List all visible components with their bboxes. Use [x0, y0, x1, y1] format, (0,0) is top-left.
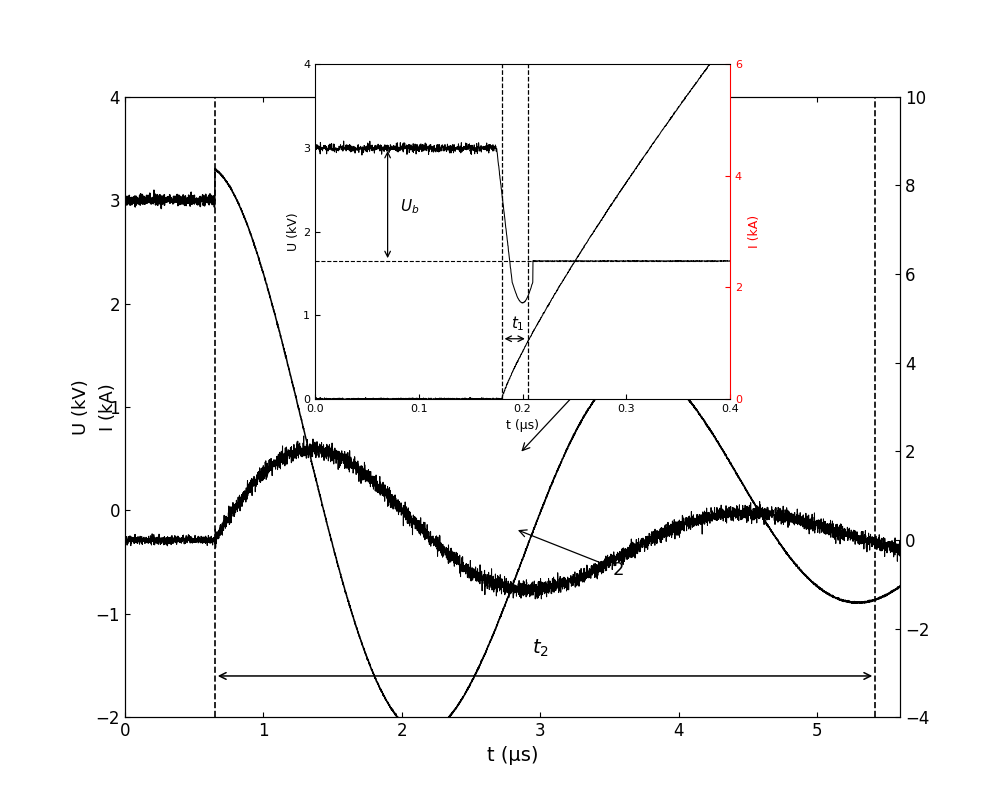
- X-axis label: t (μs): t (μs): [506, 419, 539, 432]
- Text: $t_2$: $t_2$: [532, 638, 549, 659]
- Y-axis label: I (kA): I (kA): [748, 215, 761, 248]
- Y-axis label: I (kA): I (kA): [99, 383, 117, 431]
- Text: $t_1$: $t_1$: [511, 314, 525, 333]
- Y-axis label: U (kV): U (kV): [72, 379, 90, 435]
- X-axis label: t (μs): t (μs): [487, 746, 538, 765]
- Y-axis label: U (kV): U (kV): [287, 213, 300, 251]
- Text: 2: 2: [519, 530, 624, 579]
- Text: 1: 1: [522, 339, 624, 451]
- Text: $U_b$: $U_b$: [400, 197, 419, 215]
